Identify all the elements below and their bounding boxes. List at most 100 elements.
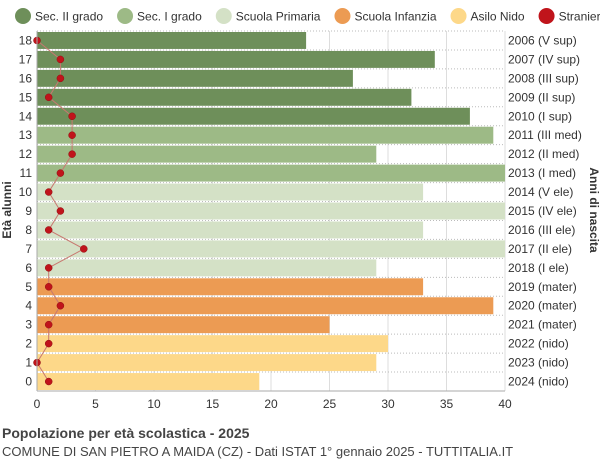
chart-bars	[37, 32, 505, 390]
y-tick-label-age: 2	[25, 337, 32, 351]
bar	[37, 69, 353, 87]
y-tick-label-age: 16	[19, 71, 33, 85]
y-tick-label-birth: 2013 (I med)	[508, 166, 576, 180]
x-tick-label: 40	[498, 397, 512, 411]
y-tick-label-birth: 2015 (IV ele)	[508, 204, 577, 218]
y-tick-label-birth: 2017 (II ele)	[508, 242, 572, 256]
y-tick-label-age: 10	[19, 185, 33, 199]
bar	[37, 50, 435, 68]
stranieri-point	[44, 226, 53, 234]
y-tick-label-age: 1	[25, 356, 32, 370]
y-tick-label-birth: 2010 (I sup)	[508, 109, 572, 123]
bar	[37, 32, 307, 49]
legend-marker	[538, 8, 555, 24]
bar	[37, 107, 470, 125]
y-axis-label-left: Età alunni	[0, 181, 14, 238]
y-tick-label-age: 7	[25, 242, 32, 256]
y-tick-label-age: 18	[19, 33, 33, 47]
stranieri-point	[44, 283, 53, 291]
legend-label: Stranieri	[559, 10, 600, 24]
y-tick-label-age: 3	[25, 318, 32, 332]
bar	[37, 278, 424, 296]
y-tick-label-birth: 2012 (II med)	[508, 147, 579, 161]
y-tick-label-age: 5	[25, 280, 32, 294]
y-tick-label-birth: 2019 (mater)	[508, 280, 577, 294]
y-tick-label-age: 0	[25, 375, 32, 389]
y-tick-label-birth: 2024 (nido)	[508, 375, 569, 389]
bar	[37, 354, 377, 372]
x-tick-label: 30	[381, 397, 395, 411]
bar	[37, 259, 377, 277]
stranieri-point	[56, 74, 65, 83]
bar	[37, 88, 412, 106]
y-tick-label-age: 14	[19, 109, 33, 123]
stranieri-point	[68, 150, 76, 158]
x-tick-label: 20	[264, 397, 278, 411]
stranieri-point	[56, 301, 65, 310]
y-axis-label-right: Anni di nascita	[587, 167, 600, 253]
bar	[37, 183, 424, 201]
bar	[37, 126, 494, 144]
legend-marker	[117, 8, 134, 24]
bar	[37, 221, 424, 239]
y-tick-label-birth: 2007 (IV sup)	[508, 52, 580, 66]
y-tick-label-age: 11	[20, 166, 33, 180]
stranieri-point	[44, 264, 53, 272]
stranieri-point	[44, 93, 53, 102]
stranieri-point	[56, 169, 65, 177]
stranieri-point	[44, 377, 53, 386]
bar	[37, 164, 505, 182]
legend-marker	[215, 8, 232, 24]
legend-marker	[15, 8, 31, 24]
stranieri-point	[44, 188, 53, 196]
y-tick-label-age: 6	[25, 261, 32, 275]
stranieri-point	[80, 245, 88, 253]
bar	[37, 297, 494, 315]
x-tick-label: 0	[34, 397, 41, 411]
y-tick-label-age: 12	[19, 147, 33, 161]
legend-label: Scuola Infanzia	[354, 10, 436, 24]
y-tick-label-birth: 2021 (mater)	[508, 318, 577, 332]
stranieri-point	[44, 339, 53, 348]
x-tick-label: 15	[206, 397, 220, 411]
y-tick-label-birth: 2008 (III sup)	[508, 71, 579, 85]
y-tick-label-age: 13	[19, 128, 33, 142]
chart-legend: Sec. II grado Sec. I grado Scuola Primaria…	[15, 8, 600, 24]
y-tick-label-birth: 2006 (V sup)	[508, 33, 577, 47]
y-tick-label-birth: 2018 (I ele)	[508, 261, 569, 275]
y-tick-label-birth: 2022 (nido)	[508, 337, 569, 351]
stranieri-point	[56, 207, 65, 215]
y-tick-label-age: 4	[25, 299, 32, 313]
y-tick-label-age: 15	[19, 90, 33, 104]
y-tick-label-birth: 2020 (mater)	[508, 299, 577, 313]
stranieri-point	[56, 55, 65, 64]
y-tick-label-birth: 2016 (III ele)	[508, 223, 575, 237]
x-tick-label: 10	[147, 397, 161, 411]
y-tick-label-birth: 2009 (II sup)	[508, 90, 575, 104]
y-tick-label-birth: 2011 (III med)	[508, 128, 582, 142]
y-tick-label-age: 9	[25, 204, 32, 218]
school-age-population-chart: Sec. II grado Sec. I grado Scuola Primaria…	[0, 8, 600, 411]
y-tick-label-age: 8	[25, 223, 32, 237]
y-tick-label-birth: 2014 (V ele)	[508, 185, 573, 199]
bar	[37, 240, 505, 258]
bar	[37, 335, 388, 353]
bar	[37, 373, 260, 390]
y-tick-label-birth: 2023 (nido)	[508, 356, 569, 370]
x-tick-label: 5	[92, 397, 99, 411]
legend-label: Sec. I grado	[137, 10, 202, 24]
chart-title: Popolazione per età scolastica - 2025	[2, 425, 250, 441]
legend-label: Sec. II grado	[35, 10, 103, 24]
stranieri-point	[44, 320, 53, 329]
legend-label: Asilo Nido	[471, 10, 525, 24]
chart-subtitle: COMUNE DI SAN PIETRO A MAIDA (CZ) - Dati…	[2, 444, 514, 459]
bar	[37, 145, 377, 163]
legend-label: Scuola Primaria	[236, 10, 321, 24]
legend-marker	[450, 8, 467, 24]
bar	[37, 202, 505, 220]
stranieri-point	[68, 131, 76, 139]
bar	[37, 316, 330, 334]
legend-marker	[334, 8, 351, 24]
x-tick-label: 35	[440, 397, 454, 411]
